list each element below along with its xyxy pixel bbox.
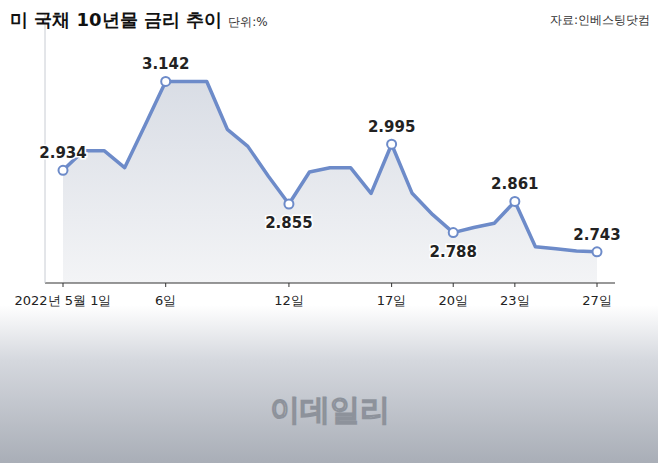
point-marker — [593, 247, 602, 256]
x-tick — [453, 283, 454, 287]
area — [63, 81, 597, 283]
line — [63, 81, 597, 251]
x-tick — [514, 283, 515, 287]
watermark: 이데일리 — [270, 392, 390, 427]
x-tick-label: 6일 — [155, 293, 176, 308]
point-marker — [387, 140, 396, 149]
point-marker — [161, 77, 170, 86]
data-label: 2.855 — [265, 214, 312, 232]
data-label: 2.934 — [39, 144, 86, 162]
source: 자료:인베스팅닷컴 — [550, 13, 650, 27]
background-decoration — [0, 305, 658, 463]
x-tick-label: 12일 — [274, 293, 304, 308]
data-label: 2.861 — [491, 175, 538, 193]
point-marker — [59, 166, 68, 175]
data-label: 2.788 — [430, 243, 477, 261]
x-tick — [63, 283, 64, 287]
x-tick-label: 27일 — [582, 293, 612, 308]
x-tick-label: 17일 — [377, 293, 407, 308]
plot-area — [63, 81, 597, 283]
point-marker — [284, 200, 293, 209]
data-label: 2.995 — [368, 118, 415, 136]
data-labels: 2.934 3.142 2.855 2.995 2.788 2.861 2.743 — [39, 55, 620, 260]
subtitle: 단위:% — [228, 15, 267, 29]
data-label: 2.743 — [573, 226, 620, 244]
point-marker — [449, 228, 458, 237]
x-axis-line — [45, 282, 615, 283]
x-tick — [597, 283, 598, 287]
x-tick-label: 23일 — [500, 293, 530, 308]
chart: 2022년 5월 1일6일12일17일20일23일27일2.9343.1422.… — [0, 0, 658, 463]
data-label: 3.142 — [142, 55, 189, 73]
x-tick — [288, 283, 289, 287]
title: 미 국채 10년물 금리 추이 — [10, 9, 222, 30]
x-tick — [391, 283, 392, 287]
x-tick-label: 2022년 5월 1일 — [15, 293, 112, 308]
point-marker — [510, 197, 519, 206]
x-tick-label: 20일 — [438, 293, 468, 308]
x-tick — [165, 283, 166, 287]
